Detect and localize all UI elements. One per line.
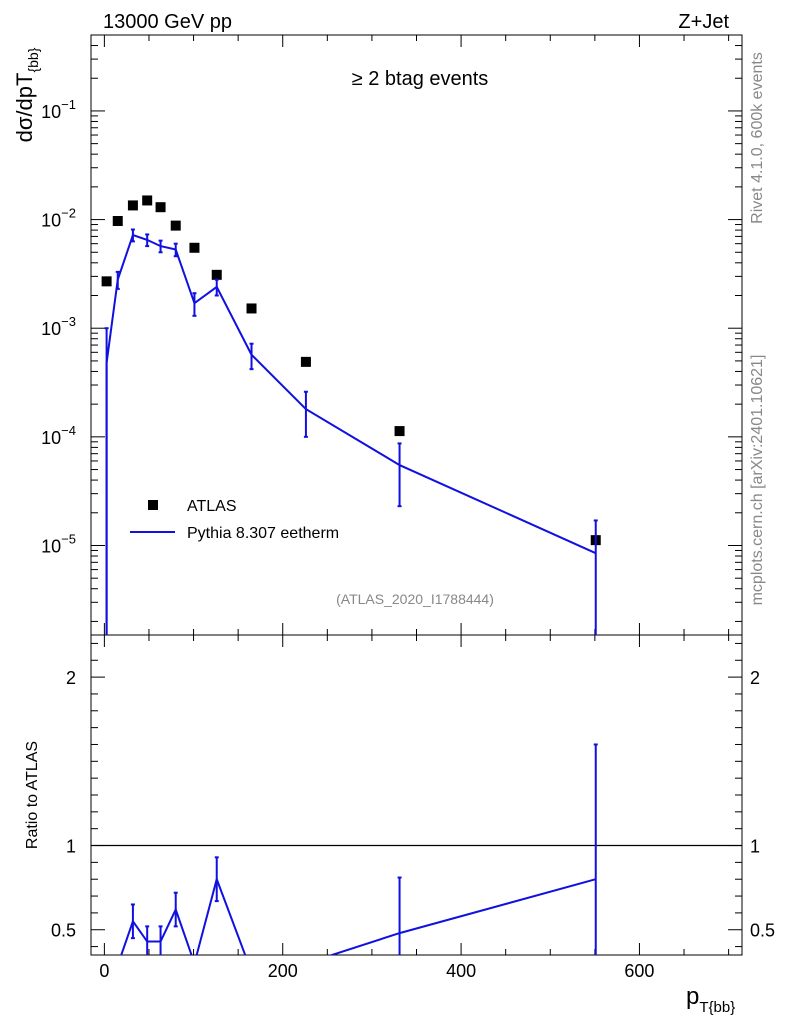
y-tick-label: 10−2 — [41, 206, 76, 231]
y-tick-label: 10−5 — [41, 531, 76, 556]
pythia-line — [105, 233, 597, 635]
ratio-tick-label-left: 0.5 — [51, 921, 76, 941]
legend-atlas-label: ATLAS — [187, 498, 237, 515]
y-axis-label-main: dσ/dpT — [12, 73, 37, 143]
ratio-line — [120, 875, 597, 955]
analysis-label: (ATLAS_2020_I1788444) — [336, 591, 494, 607]
x-tick-label: 400 — [446, 961, 476, 981]
y-tick-label: 10−1 — [41, 97, 76, 122]
y-tick-exponent: −5 — [61, 531, 76, 546]
x-axis-label-sub: T{bb} — [699, 999, 735, 1016]
atlas-data-point — [142, 195, 153, 206]
y-tick-base: 10 — [41, 102, 61, 122]
y-tick-exponent: −3 — [61, 314, 76, 329]
y-tick-base: 10 — [41, 319, 61, 339]
rivet-version-label: Rivet 4.1.0, 600k events — [749, 52, 766, 224]
y-tick-exponent: −2 — [61, 206, 76, 221]
atlas-data-point — [300, 356, 311, 367]
main-plot — [101, 195, 601, 635]
legend-atlas-marker — [148, 500, 158, 510]
y-tick-label: 10−4 — [41, 423, 76, 448]
ratio-tick-label-right: 1 — [750, 837, 760, 857]
atlas-data-point — [170, 220, 181, 231]
atlas-data-point — [246, 303, 257, 314]
mcplots-label: mcplots.cern.ch [arXiv:2401.10621] — [749, 355, 766, 606]
collision-title: 13000 GeV pp — [103, 11, 232, 33]
chart-title: ≥ 2 btag events — [352, 68, 489, 90]
ratio-tick-label-right: 0.5 — [750, 921, 775, 941]
atlas-data-point — [211, 269, 222, 280]
y-tick-base: 10 — [41, 536, 61, 556]
y-tick-exponent: −1 — [61, 97, 76, 112]
main-plot-frame — [90, 34, 743, 636]
ratio-tick-label-right: 2 — [750, 668, 760, 688]
atlas-data-point — [189, 242, 200, 253]
ratio-tick-label-left: 2 — [66, 668, 76, 688]
atlas-data-point — [127, 200, 138, 211]
x-axis-label: pT{bb} — [686, 983, 735, 1016]
y-tick-base: 10 — [41, 428, 61, 448]
x-tick-label: 600 — [624, 961, 654, 981]
x-axis-label-main: p — [686, 983, 699, 1010]
legend: ATLAS Pythia 8.307 eetherm — [130, 498, 339, 542]
atlas-data-point — [112, 216, 123, 227]
ratio-plot-frame — [90, 634, 743, 956]
x-tick-label: 0 — [99, 961, 109, 981]
atlas-data-point — [394, 426, 405, 437]
y-tick-base: 10 — [41, 211, 61, 231]
ratio-plot — [91, 743, 742, 955]
atlas-data-point — [155, 202, 166, 213]
ratio-tick-label-left: 1 — [66, 837, 76, 857]
y-axis-label: dσ/dpT{bb} — [12, 47, 41, 142]
atlas-data-point — [101, 276, 112, 287]
y-tick-label: 10−3 — [41, 314, 76, 339]
y-tick-exponent: −4 — [61, 423, 76, 438]
legend-pythia-label: Pythia 8.307 eetherm — [187, 525, 339, 542]
y-axis-label-sub: {bb} — [25, 47, 41, 72]
process-title: Z+Jet — [678, 11, 729, 33]
ratio-y-axis-label: Ratio to ATLAS — [24, 741, 41, 849]
x-tick-label: 200 — [268, 961, 298, 981]
